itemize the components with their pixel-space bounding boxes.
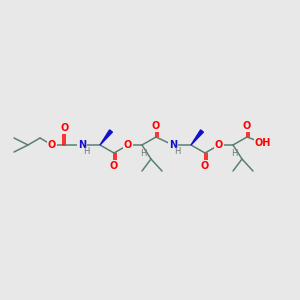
Text: O: O xyxy=(61,123,69,133)
Text: H: H xyxy=(140,148,146,158)
Text: N: N xyxy=(169,140,177,150)
Text: H: H xyxy=(231,148,237,158)
Polygon shape xyxy=(191,130,203,145)
Text: H: H xyxy=(174,148,180,157)
Text: O: O xyxy=(243,121,251,131)
Text: O: O xyxy=(152,121,160,131)
Text: O: O xyxy=(201,161,209,171)
Text: N: N xyxy=(78,140,86,150)
Text: H: H xyxy=(83,148,89,157)
Polygon shape xyxy=(100,130,112,145)
Text: O: O xyxy=(124,140,132,150)
Text: O: O xyxy=(48,140,56,150)
Text: O: O xyxy=(110,161,118,171)
Text: OH: OH xyxy=(255,138,271,148)
Text: O: O xyxy=(215,140,223,150)
